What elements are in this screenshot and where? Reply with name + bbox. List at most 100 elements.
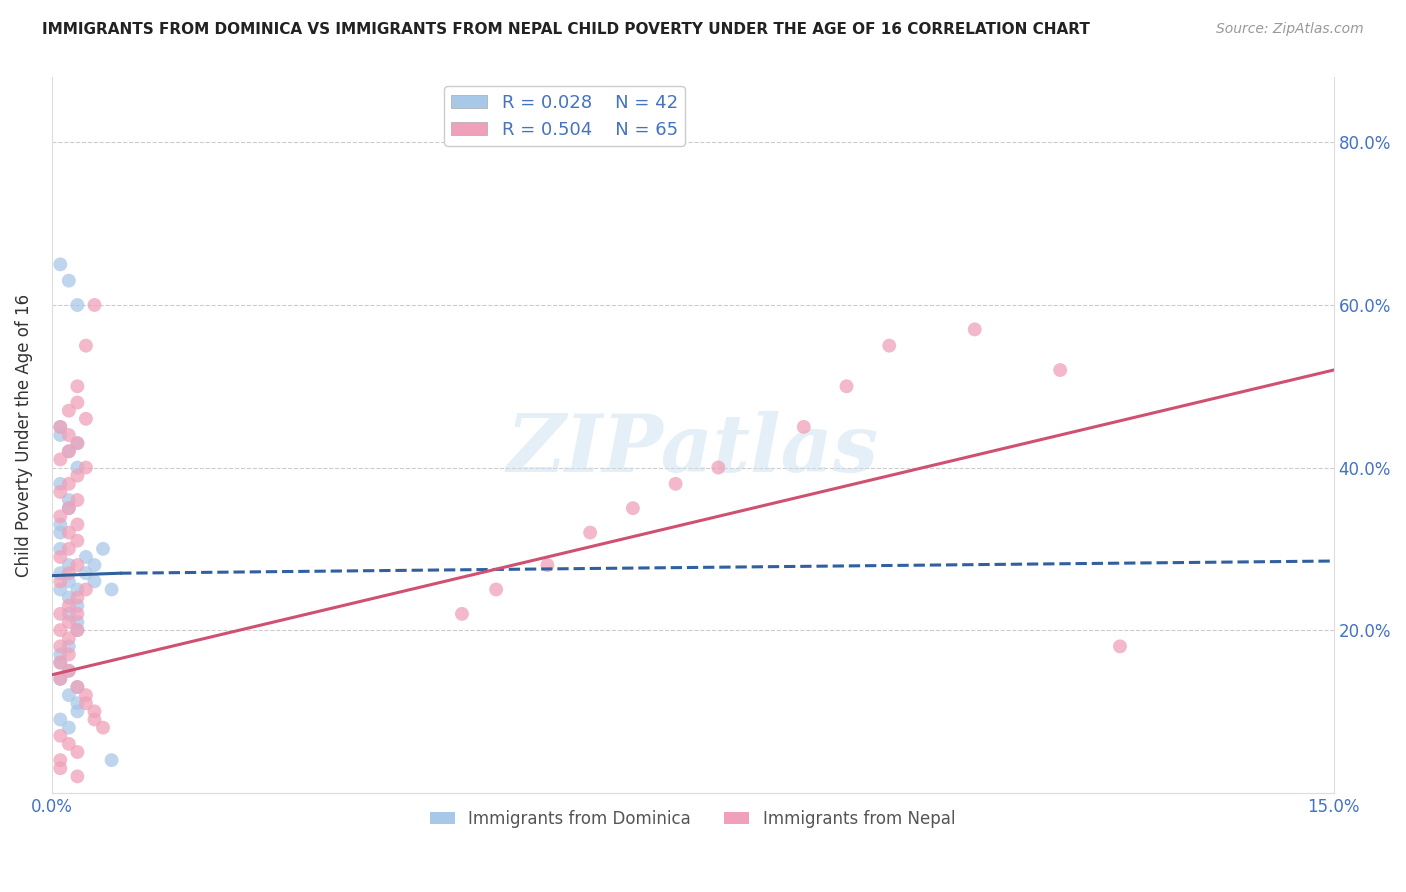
Point [58, 525, 80, 540]
Point [75, 696, 97, 710]
Point [49, 525, 72, 540]
Point [58, 607, 80, 621]
Point [536, 558, 558, 573]
Point [49, 672, 72, 686]
Point [66, 696, 89, 710]
Point [66, 517, 89, 532]
Point [58, 501, 80, 516]
Point [49, 672, 72, 686]
Point [100, 582, 122, 597]
Point [83, 705, 105, 719]
Point [58, 648, 80, 662]
Point [66, 705, 89, 719]
Point [49, 257, 72, 271]
Point [49, 640, 72, 654]
Point [49, 582, 72, 597]
Point [58, 737, 80, 751]
Point [58, 640, 80, 654]
Point [58, 664, 80, 678]
Point [49, 420, 72, 434]
Point [49, 574, 72, 589]
Point [49, 623, 72, 637]
Point [66, 460, 89, 475]
Point [621, 501, 644, 516]
Point [91, 541, 114, 556]
Point [66, 607, 89, 621]
Point [66, 680, 89, 694]
Point [49, 729, 72, 743]
Point [579, 525, 602, 540]
Point [66, 745, 89, 759]
Point [58, 721, 80, 735]
Point [66, 436, 89, 450]
Point [485, 582, 508, 597]
Point [75, 460, 97, 475]
Text: ZIPatlas: ZIPatlas [506, 410, 879, 488]
Point [58, 664, 80, 678]
Point [49, 566, 72, 581]
Point [49, 517, 72, 532]
Point [58, 688, 80, 702]
Point [49, 509, 72, 524]
Point [49, 648, 72, 662]
Text: IMMIGRANTS FROM DOMINICA VS IMMIGRANTS FROM NEPAL CHILD POVERTY UNDER THE AGE OF: IMMIGRANTS FROM DOMINICA VS IMMIGRANTS F… [42, 22, 1090, 37]
Point [49, 420, 72, 434]
Point [66, 436, 89, 450]
Point [49, 428, 72, 442]
Point [66, 468, 89, 483]
Point [49, 713, 72, 727]
Point [66, 493, 89, 508]
Point [66, 591, 89, 605]
Point [49, 656, 72, 670]
Point [58, 444, 80, 458]
Point [66, 623, 89, 637]
Point [49, 541, 72, 556]
Point [58, 632, 80, 646]
Point [75, 566, 97, 581]
Point [49, 485, 72, 500]
Point [963, 322, 986, 336]
Point [58, 476, 80, 491]
Point [58, 274, 80, 288]
Point [49, 753, 72, 767]
Point [1049, 363, 1071, 377]
Point [451, 607, 474, 621]
Point [665, 476, 688, 491]
Point [75, 688, 97, 702]
Point [58, 591, 80, 605]
Point [835, 379, 858, 393]
Point [49, 761, 72, 775]
Point [66, 769, 89, 783]
Point [793, 420, 815, 434]
Point [58, 501, 80, 516]
Point [75, 582, 97, 597]
Point [66, 623, 89, 637]
Text: Source: ZipAtlas.com: Source: ZipAtlas.com [1216, 22, 1364, 37]
Point [58, 615, 80, 629]
Point [83, 713, 105, 727]
Point [707, 460, 730, 475]
Point [58, 403, 80, 417]
Point [83, 558, 105, 573]
Point [58, 574, 80, 589]
Point [58, 558, 80, 573]
Point [58, 444, 80, 458]
Point [58, 566, 80, 581]
Point [75, 549, 97, 564]
Point [66, 298, 89, 312]
Point [58, 493, 80, 508]
Y-axis label: Child Poverty Under the Age of 16: Child Poverty Under the Age of 16 [15, 293, 32, 576]
Point [1109, 640, 1132, 654]
Point [75, 411, 97, 425]
Point [100, 753, 122, 767]
Point [66, 533, 89, 548]
Point [49, 476, 72, 491]
Point [49, 549, 72, 564]
Point [66, 680, 89, 694]
Point [49, 607, 72, 621]
Point [83, 574, 105, 589]
Point [877, 338, 900, 352]
Point [66, 379, 89, 393]
Point [83, 298, 105, 312]
Point [66, 558, 89, 573]
